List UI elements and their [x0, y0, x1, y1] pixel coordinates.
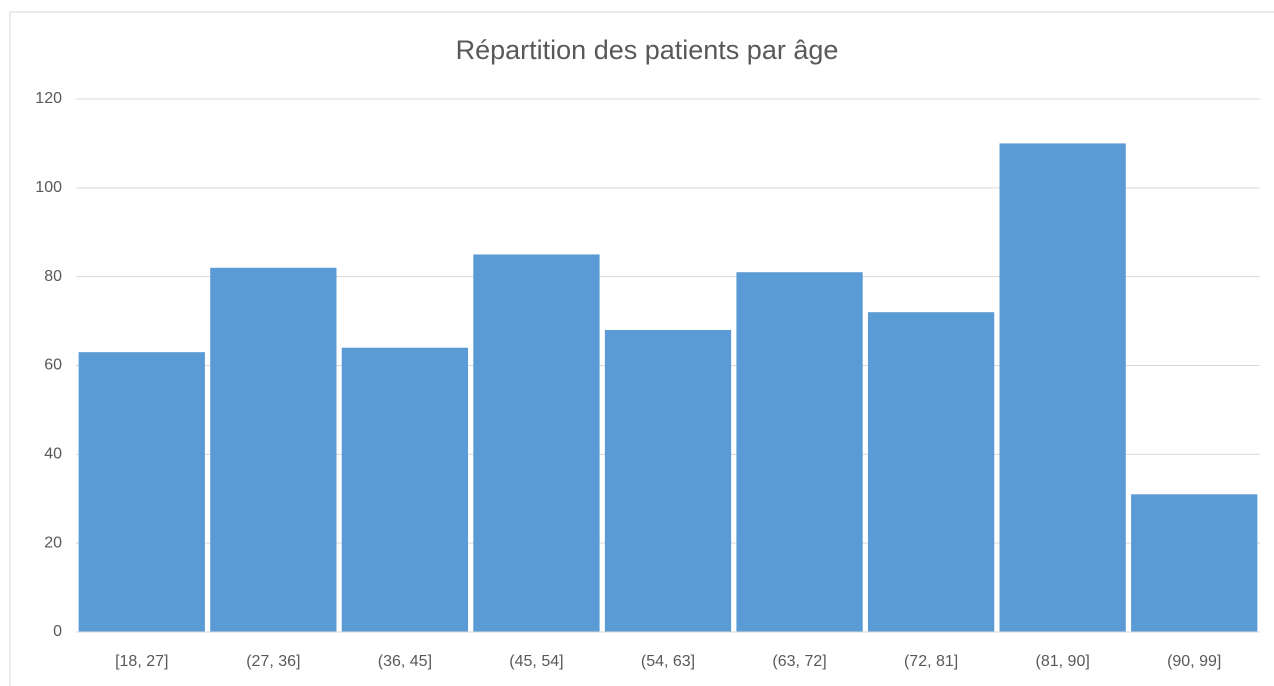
bar — [341, 347, 469, 632]
bar — [473, 254, 600, 633]
bar — [867, 312, 995, 632]
y-tick-label: 40 — [44, 446, 62, 463]
y-tick-label: 120 — [35, 90, 62, 107]
x-tick-label: (90, 99] — [1167, 653, 1221, 670]
chart-title: Répartition des patients par âge — [456, 35, 839, 65]
x-tick-label: (72, 81] — [904, 653, 958, 670]
bar — [604, 329, 732, 632]
x-tick-label: (63, 72] — [772, 653, 826, 670]
x-tick-label: (81, 90] — [1036, 653, 1090, 670]
bar — [78, 352, 205, 632]
bar — [736, 272, 863, 632]
y-tick-label: 60 — [44, 357, 62, 374]
x-tick-label: (36, 45] — [378, 653, 432, 670]
y-tick-label: 20 — [44, 534, 62, 551]
y-tick-label: 100 — [35, 179, 62, 196]
y-tick-label: 80 — [44, 268, 62, 285]
x-tick-label: [18, 27] — [115, 653, 168, 670]
x-tick-label: (45, 54] — [509, 653, 563, 670]
bar — [210, 267, 337, 632]
bar — [1131, 494, 1258, 632]
y-tick-label: 0 — [53, 623, 62, 640]
x-tick-label: (27, 36] — [246, 653, 300, 670]
x-tick-label: (54, 63] — [641, 653, 695, 670]
bar — [999, 143, 1126, 632]
